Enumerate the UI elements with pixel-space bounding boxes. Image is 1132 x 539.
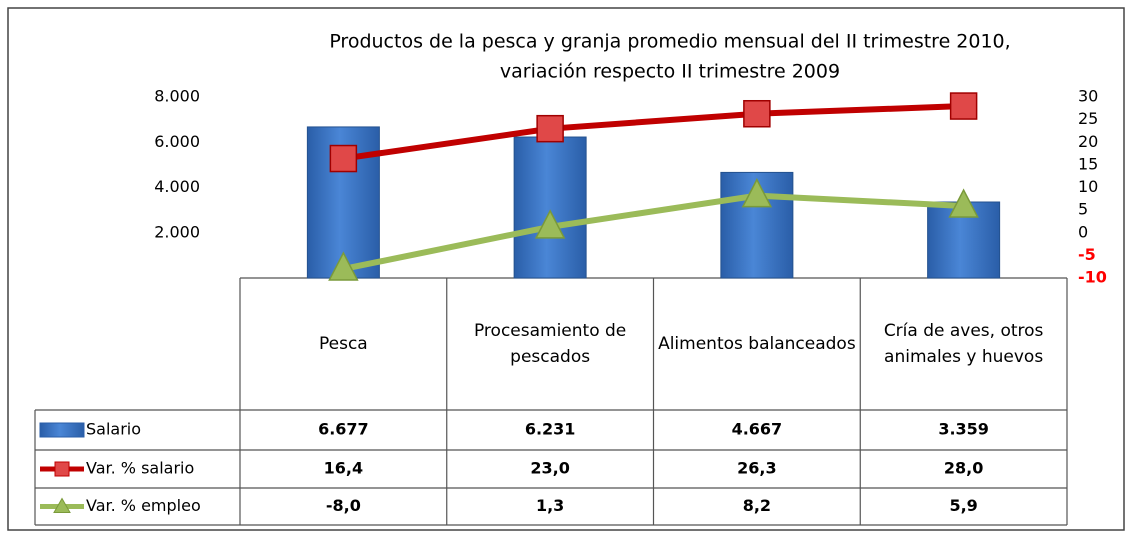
y2-tick-label: -10 — [1078, 268, 1107, 287]
category-label-box: Alimentos balanceados — [658, 334, 856, 354]
table-value: 4.667 — [732, 420, 783, 439]
table-value: 26,3 — [737, 459, 776, 478]
line — [342, 103, 964, 162]
legend-label: Var. % empleo — [86, 496, 201, 515]
marker — [329, 144, 358, 173]
table-value: 6.231 — [525, 420, 576, 439]
marker — [534, 209, 566, 239]
legend-label: Salario — [86, 420, 141, 439]
category-label-box: Procesamiento de pescados — [473, 321, 627, 367]
y2-tick-label: 25 — [1078, 109, 1098, 128]
legend-key — [39, 422, 85, 438]
y2-tick-label: 5 — [1078, 200, 1088, 219]
y-tick-label: 4.000 — [154, 177, 200, 196]
category-label: Pesca — [319, 334, 368, 354]
category-label: Procesamiento de pescados — [473, 321, 627, 367]
category-label: Alimentos balanceados — [658, 334, 856, 354]
marker — [741, 178, 773, 208]
table-value: -8,0 — [326, 496, 361, 515]
legend-label: Var. % salario — [86, 459, 194, 478]
category-label-box: Pesca — [319, 334, 368, 354]
legend-marker — [54, 461, 70, 477]
table-value: 1,3 — [536, 496, 564, 515]
table-value: 5,9 — [949, 496, 977, 515]
category-label-box: Cría de aves, otros animales y huevos — [883, 321, 1044, 367]
y2-tick-label: 15 — [1078, 154, 1098, 173]
y-tick-label: 8.000 — [154, 87, 200, 106]
y-tick-label: 2.000 — [154, 222, 200, 241]
marker — [949, 92, 978, 120]
marker — [536, 114, 564, 143]
table-value: 16,4 — [324, 459, 363, 478]
table-value: 8,2 — [743, 496, 771, 515]
table-value: 3.359 — [938, 420, 989, 439]
table-value: 6.677 — [318, 420, 369, 439]
marker — [743, 99, 771, 128]
bar — [513, 136, 587, 279]
chart-title: Productos de la pesca y granja promedio … — [329, 31, 1010, 53]
y2-tick-label: 30 — [1078, 87, 1098, 106]
table-value: 23,0 — [530, 459, 569, 478]
y2-tick-label: 20 — [1078, 132, 1098, 151]
marker — [948, 188, 979, 218]
marker — [328, 251, 359, 281]
y2-tick-label: -5 — [1078, 245, 1096, 264]
y2-tick-label: 10 — [1078, 177, 1098, 196]
y2-tick-label: 0 — [1078, 222, 1088, 241]
chart-subtitle: variación respecto II trimestre 2009 — [500, 61, 840, 83]
y-tick-label: 6.000 — [154, 132, 200, 151]
category-label: Cría de aves, otros animales y huevos — [883, 321, 1044, 367]
line — [342, 192, 964, 272]
table-value: 28,0 — [944, 459, 983, 478]
legend-marker — [53, 497, 71, 513]
